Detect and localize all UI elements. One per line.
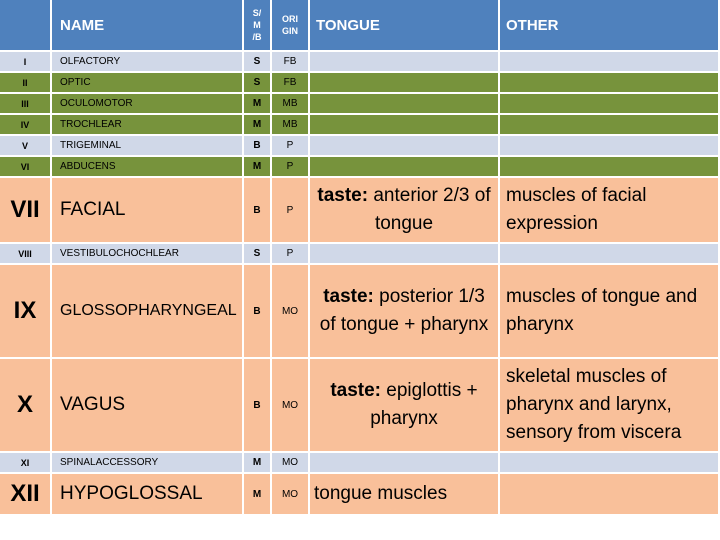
nerve-origin: MO: [272, 474, 310, 514]
nerve-origin: MO: [272, 453, 310, 472]
nerve-number: VII: [0, 178, 52, 242]
nerve-other: [500, 115, 718, 134]
nerve-origin: MO: [272, 265, 310, 357]
nerve-tongue: [310, 94, 500, 113]
table-row: III OCULOMOTOR M MB: [0, 94, 718, 115]
nerve-type: B: [244, 359, 272, 451]
nerve-other: muscles of facial expression: [500, 178, 718, 242]
nerve-number: X: [0, 359, 52, 451]
nerve-tongue: [310, 136, 500, 155]
nerve-number: IX: [0, 265, 52, 357]
header-name: NAME: [52, 0, 244, 50]
nerve-other: [500, 474, 718, 514]
header-smb: S/ M /B: [244, 0, 272, 50]
nerve-tongue: [310, 244, 500, 263]
nerve-type: S: [244, 73, 272, 92]
nerve-other: [500, 244, 718, 263]
nerve-origin: FB: [272, 73, 310, 92]
nerve-origin: FB: [272, 52, 310, 71]
nerve-number: VI: [0, 157, 52, 176]
nerve-origin: MO: [272, 359, 310, 451]
nerve-origin: P: [272, 136, 310, 155]
table-row: VIII VESTIBULOCHOCHLEAR S P: [0, 244, 718, 265]
header-row: NAME S/ M /B ORI GIN TONGUE OTHER: [0, 0, 718, 52]
nerve-tongue: tongue muscles: [310, 474, 500, 514]
nerve-tongue: [310, 115, 500, 134]
header-other: OTHER: [500, 0, 718, 50]
nerve-other: [500, 157, 718, 176]
nerve-origin: P: [272, 178, 310, 242]
nerve-other: muscles of tongue and pharynx: [500, 265, 718, 357]
nerve-type: B: [244, 136, 272, 155]
nerve-type: M: [244, 474, 272, 514]
nerve-name: OCULOMOTOR: [52, 94, 244, 113]
tongue-text: epiglottis + pharynx: [370, 380, 478, 429]
nerve-type: S: [244, 52, 272, 71]
nerve-type: B: [244, 178, 272, 242]
nerve-origin: MB: [272, 115, 310, 134]
table-row: VII FACIAL B P taste: anterior 2/3 of to…: [0, 178, 718, 244]
nerve-tongue: [310, 157, 500, 176]
nerve-other: [500, 52, 718, 71]
nerve-tongue: [310, 73, 500, 92]
nerve-type: S: [244, 244, 272, 263]
nerve-type: M: [244, 94, 272, 113]
nerve-type: M: [244, 453, 272, 472]
nerve-other: [500, 136, 718, 155]
nerve-type: M: [244, 157, 272, 176]
table-row: IV TROCHLEAR M MB: [0, 115, 718, 136]
nerve-origin: P: [272, 244, 310, 263]
taste-label: taste:: [323, 286, 374, 307]
table-row: X VAGUS B MO taste: epiglottis + pharynx…: [0, 359, 718, 453]
table-row: VI ABDUCENS M P: [0, 157, 718, 178]
header-number: [0, 0, 52, 50]
nerve-tongue: [310, 52, 500, 71]
table-row: XI SPINALACCESSORY M MO: [0, 453, 718, 474]
table-row: IX GLOSSOPHARYNGEAL B MO taste: posterio…: [0, 265, 718, 359]
table-row: V TRIGEMINAL B P: [0, 136, 718, 157]
cranial-nerves-table: NAME S/ M /B ORI GIN TONGUE OTHER I OLFA…: [0, 0, 718, 516]
nerve-tongue: taste: anterior 2/3 of tongue: [310, 178, 500, 242]
taste-label: taste:: [317, 185, 369, 206]
nerve-type: M: [244, 115, 272, 134]
table-row: I OLFACTORY S FB: [0, 52, 718, 73]
tongue-text: anterior 2/3 of tongue: [368, 185, 491, 234]
table-row: XII HYPOGLOSSAL M MO tongue muscles: [0, 474, 718, 516]
nerve-number: VIII: [0, 244, 52, 263]
nerve-name: HYPOGLOSSAL: [52, 474, 244, 514]
nerve-origin: MB: [272, 94, 310, 113]
tongue-text: posterior 1/3 of tongue + pharynx: [319, 286, 489, 335]
nerve-tongue: [310, 453, 500, 472]
nerve-number: I: [0, 52, 52, 71]
nerve-name: VESTIBULOCHOCHLEAR: [52, 244, 244, 263]
nerve-number: IV: [0, 115, 52, 134]
header-tongue: TONGUE: [310, 0, 500, 50]
nerve-name: TROCHLEAR: [52, 115, 244, 134]
nerve-type: B: [244, 265, 272, 357]
nerve-number: II: [0, 73, 52, 92]
taste-label: taste:: [330, 380, 382, 401]
nerve-name: OLFACTORY: [52, 52, 244, 71]
nerve-name: SPINALACCESSORY: [52, 453, 244, 472]
nerve-number: III: [0, 94, 52, 113]
nerve-other: [500, 73, 718, 92]
nerve-tongue: taste: epiglottis + pharynx: [310, 359, 500, 451]
nerve-origin: P: [272, 157, 310, 176]
header-origin: ORI GIN: [272, 0, 310, 50]
nerve-name: ABDUCENS: [52, 157, 244, 176]
nerve-other: skeletal muscles of pharynx and larynx, …: [500, 359, 718, 451]
table-row: II OPTIC S FB: [0, 73, 718, 94]
nerve-number: V: [0, 136, 52, 155]
nerve-name: VAGUS: [52, 359, 244, 451]
nerve-name: OPTIC: [52, 73, 244, 92]
nerve-name: TRIGEMINAL: [52, 136, 244, 155]
nerve-name: FACIAL: [52, 178, 244, 242]
nerve-tongue: taste: posterior 1/3 of tongue + pharynx: [310, 265, 500, 357]
nerve-other: [500, 453, 718, 472]
nerve-number: XI: [0, 453, 52, 472]
tongue-text: tongue muscles: [314, 483, 448, 504]
nerve-name: GLOSSOPHARYNGEAL: [52, 265, 244, 357]
nerve-number: XII: [0, 474, 52, 514]
nerve-other: [500, 94, 718, 113]
